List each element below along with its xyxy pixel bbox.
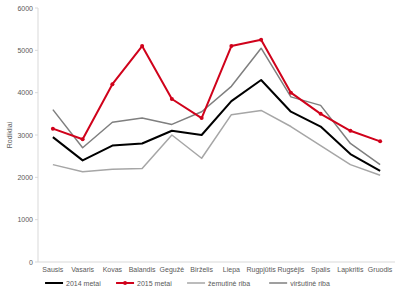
y-tick-label: 1000 bbox=[17, 216, 33, 223]
legend-marker bbox=[123, 281, 127, 285]
legend-swatch bbox=[187, 282, 205, 284]
series-marker bbox=[81, 137, 85, 141]
legend: 2014 metai 2015 metai žemutinė riba viršuti… bbox=[45, 280, 330, 287]
x-tick-label: Vasaris bbox=[71, 266, 94, 273]
legend-swatch bbox=[269, 282, 287, 284]
y-tick bbox=[35, 8, 38, 9]
y-tick-label: 5000 bbox=[17, 47, 33, 54]
series-marker bbox=[51, 127, 55, 131]
x-tick-label: Gegužė bbox=[160, 266, 185, 274]
x-axis bbox=[38, 262, 395, 263]
y-tick bbox=[35, 219, 38, 220]
y-tick-label: 2000 bbox=[17, 174, 33, 181]
legend-label: žemutinė riba bbox=[208, 280, 250, 287]
y-tick bbox=[35, 135, 38, 136]
x-tick-label: Balandis bbox=[129, 266, 156, 273]
series-marker bbox=[229, 44, 233, 48]
x-tick-label: Rugsėjis bbox=[277, 266, 304, 274]
x-tick-label: Lapkritis bbox=[337, 266, 364, 274]
y-tick-label: 4000 bbox=[17, 89, 33, 96]
y-axis-label: Rodikliai bbox=[6, 121, 13, 148]
y-tick-label: 0 bbox=[29, 259, 33, 266]
series-marker bbox=[348, 129, 352, 133]
series-marker bbox=[110, 82, 114, 86]
series-marker bbox=[378, 139, 382, 143]
series-marker bbox=[140, 44, 144, 48]
x-tick-label: Spalis bbox=[311, 266, 331, 274]
legend-label: 2014 metai bbox=[66, 280, 101, 287]
series-line bbox=[53, 80, 380, 171]
y-tick-label: 6000 bbox=[17, 5, 33, 12]
y-tick-label: 3000 bbox=[17, 132, 33, 139]
legend-label: 2015 metai bbox=[137, 280, 172, 287]
series-marker bbox=[170, 97, 174, 101]
y-tick bbox=[35, 177, 38, 178]
y-tick bbox=[35, 262, 38, 263]
series-marker bbox=[200, 116, 204, 120]
series-line bbox=[53, 48, 380, 164]
series-marker bbox=[259, 38, 263, 42]
x-tick-label: Sausis bbox=[42, 266, 64, 273]
chart: 0 1000 2000 3000 4000 5000 6000 Sausis Vasaris Ko… bbox=[0, 0, 400, 289]
y-tick bbox=[35, 50, 38, 51]
x-tick-label: Rugpjūtis bbox=[247, 266, 277, 274]
x-tick-label: Liepa bbox=[223, 266, 240, 274]
plot-area bbox=[51, 38, 382, 175]
series-line bbox=[53, 40, 380, 142]
x-tick-label: Gruodis bbox=[368, 266, 393, 273]
x-tick-label: Birželis bbox=[190, 266, 213, 273]
legend-swatch bbox=[116, 282, 134, 284]
y-tick bbox=[35, 92, 38, 93]
x-tick-label: Kovas bbox=[103, 266, 123, 273]
legend-label: viršutinė riba bbox=[290, 280, 330, 287]
series-marker bbox=[319, 112, 323, 116]
legend-swatch bbox=[45, 282, 63, 284]
series-marker bbox=[289, 91, 293, 95]
